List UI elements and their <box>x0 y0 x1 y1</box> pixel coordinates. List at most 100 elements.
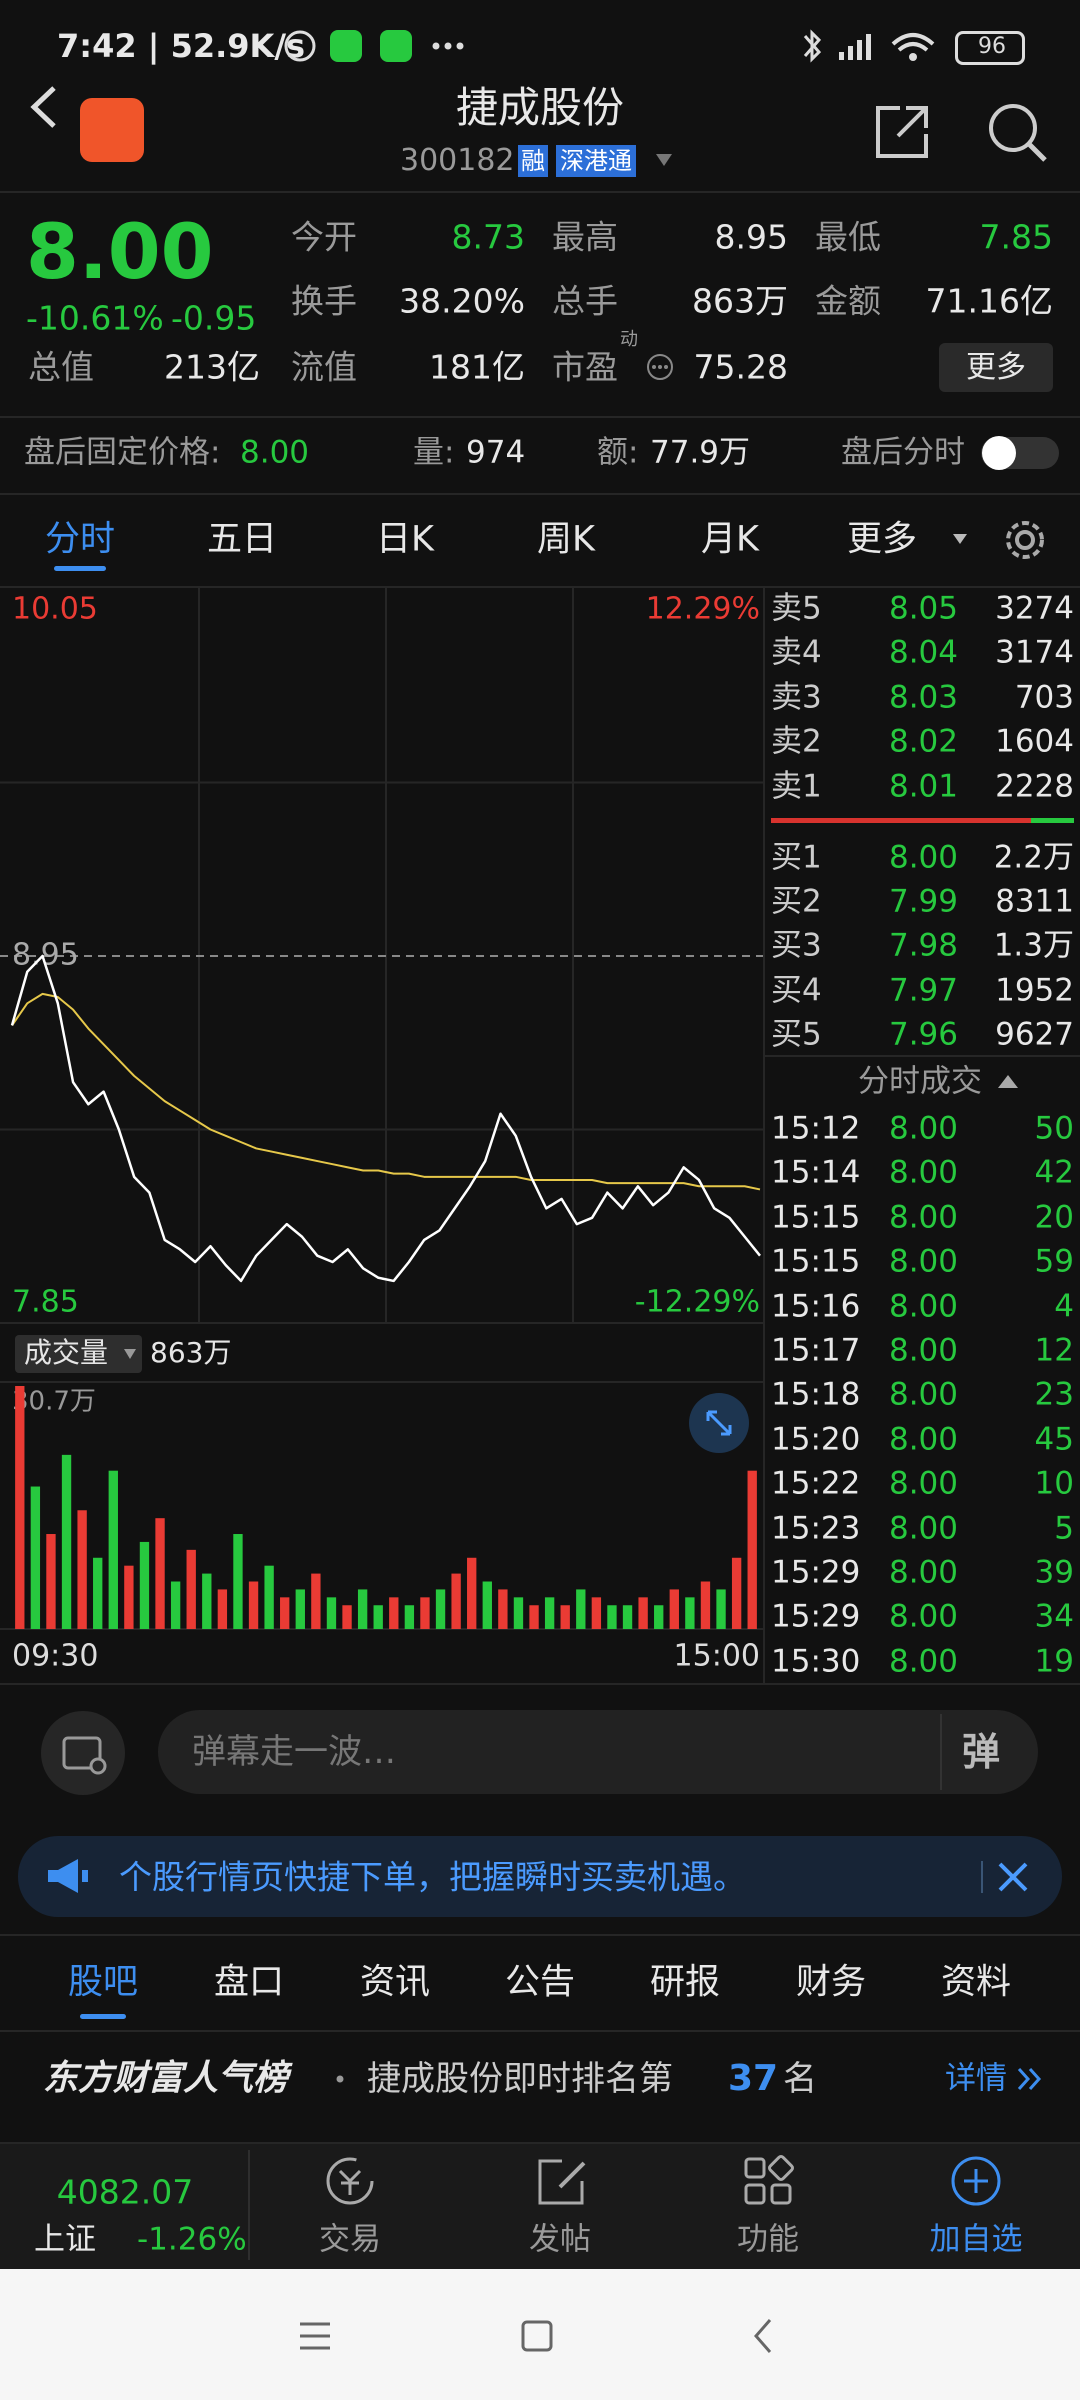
field-label: 今开 <box>291 217 357 257</box>
volume-bar <box>30 1486 41 1629</box>
dropdown-icon[interactable] <box>654 152 674 168</box>
volume-bar <box>607 1605 617 1629</box>
more-button[interactable] <box>939 343 1053 392</box>
trade-time: 15:30 <box>771 1643 861 1680</box>
order-price: 8.00 <box>888 839 958 876</box>
volume-bar <box>560 1605 570 1629</box>
status-time: 7:42 | 52.9K/s <box>57 27 306 65</box>
divider <box>940 1714 942 1790</box>
trade-price: 8.00 <box>888 1421 958 1458</box>
share-button[interactable] <box>872 102 932 162</box>
settings-button[interactable] <box>1001 516 1049 564</box>
order-price: 8.03 <box>888 679 958 716</box>
order-row: 卖4 8.04 3174 <box>765 631 1080 675</box>
trade-price: 8.00 <box>888 1598 958 1635</box>
trade-volume: 10 <box>1034 1465 1074 1502</box>
content-tab[interactable]: 资料 <box>940 1962 1011 2003</box>
trade-row: 15:14 8.00 42 <box>765 1151 1080 1195</box>
trade-row: 15:15 8.00 20 <box>765 1196 1080 1240</box>
field-value: 181亿 <box>429 347 525 387</box>
field-label: 最高 <box>552 217 618 257</box>
y-min-label: 7.85 <box>12 1285 79 1320</box>
volume-bar <box>373 1605 383 1629</box>
content-tab[interactable]: 股吧 <box>67 1962 138 2003</box>
volume-bar <box>404 1605 415 1629</box>
danmu-input[interactable] <box>158 1710 1038 1794</box>
volume-bar <box>669 1589 679 1629</box>
trade-volume: 4 <box>1054 1288 1074 1325</box>
volume-bar <box>77 1510 87 1629</box>
tab[interactable]: 五日 <box>206 519 277 560</box>
order-label: 买1 <box>771 839 822 876</box>
trade-price: 8.00 <box>888 1154 958 1191</box>
field-value: 863万 <box>692 281 788 321</box>
content-tab-indicator <box>80 2014 126 2019</box>
field-label: 总值 <box>28 347 94 387</box>
volume-bar <box>389 1597 399 1629</box>
volume-bar <box>186 1549 196 1629</box>
sort-icon[interactable] <box>996 1072 1020 1090</box>
volume-bar <box>716 1589 726 1629</box>
danmu-toggle[interactable]: 弹 <box>962 1730 1001 1774</box>
banner-close[interactable] <box>997 1861 1029 1893</box>
volume-bar <box>326 1597 337 1629</box>
tab[interactable]: 周K <box>537 519 595 560</box>
nav-item[interactable]: 加自选 <box>929 2221 1023 2258</box>
volume-bar <box>513 1597 524 1629</box>
nav-item[interactable]: 功能 <box>737 2221 799 2258</box>
after-hours-toggle[interactable] <box>979 433 1061 473</box>
trade-volume: 50 <box>1034 1110 1074 1147</box>
divider <box>0 191 1080 193</box>
content-tab[interactable]: 资讯 <box>359 1962 430 2003</box>
tab[interactable]: 分时 <box>44 519 115 560</box>
tab[interactable]: 日K <box>376 519 434 560</box>
volume-bar <box>108 1470 118 1629</box>
trade-row: 15:20 8.00 45 <box>765 1418 1080 1462</box>
back-button[interactable] <box>20 82 70 132</box>
trade-time: 15:18 <box>771 1376 861 1413</box>
content-tab[interactable]: 公告 <box>504 1962 575 2003</box>
trade-row: 15:22 8.00 10 <box>765 1462 1080 1506</box>
divider <box>0 586 1080 588</box>
battery <box>955 31 1025 65</box>
trade-volume: 23 <box>1034 1376 1074 1413</box>
volume-bar <box>155 1518 165 1629</box>
trades-title: 分时成交 <box>858 1063 982 1100</box>
volume-bar <box>482 1581 492 1629</box>
nav-icons <box>326 2155 1001 2206</box>
divider <box>248 2150 250 2260</box>
dropdown-icon <box>953 534 967 544</box>
content-tab[interactable]: 研报 <box>649 1962 720 2003</box>
trade-price: 8.00 <box>888 1376 958 1413</box>
ranking-detail[interactable]: 详情 <box>945 2060 1007 2097</box>
info-icon[interactable] <box>646 353 674 381</box>
ranking-rank: 37 <box>728 2058 779 2099</box>
field-value: 8.95 <box>714 217 788 257</box>
field-label: 换手 <box>291 281 357 321</box>
volume-bar <box>124 1565 134 1629</box>
volume-bar <box>233 1534 243 1629</box>
danmu-placeholder: 弹幕走一波… <box>192 1732 396 1772</box>
x-start-label: 09:30 <box>12 1639 98 1674</box>
banner[interactable] <box>18 1836 1062 1917</box>
volume-bar <box>248 1581 259 1629</box>
tab[interactable]: 更多 <box>846 519 917 560</box>
volume-bar <box>264 1565 274 1629</box>
field-value: 213亿 <box>164 347 260 387</box>
nav-item[interactable]: 交易 <box>319 2221 381 2258</box>
tab-indicator <box>54 566 106 571</box>
nav-item[interactable]: 发帖 <box>529 2221 591 2258</box>
tab[interactable]: 月K <box>701 519 759 560</box>
order-label: 卖1 <box>771 768 822 805</box>
content-tab[interactable]: 财务 <box>795 1962 866 2003</box>
trade-price: 8.00 <box>888 1465 958 1502</box>
trade-time: 15:17 <box>771 1332 861 1369</box>
content-tab[interactable]: 盘口 <box>213 1962 284 2003</box>
volume-label: 成交量 <box>24 1336 108 1369</box>
search-button[interactable] <box>985 100 1049 164</box>
battery-level: 96 <box>978 34 1006 59</box>
app-logo <box>80 98 144 162</box>
danmu-settings[interactable] <box>40 1710 126 1796</box>
order-label: 买2 <box>771 883 822 920</box>
system-nav <box>0 2269 1080 2400</box>
